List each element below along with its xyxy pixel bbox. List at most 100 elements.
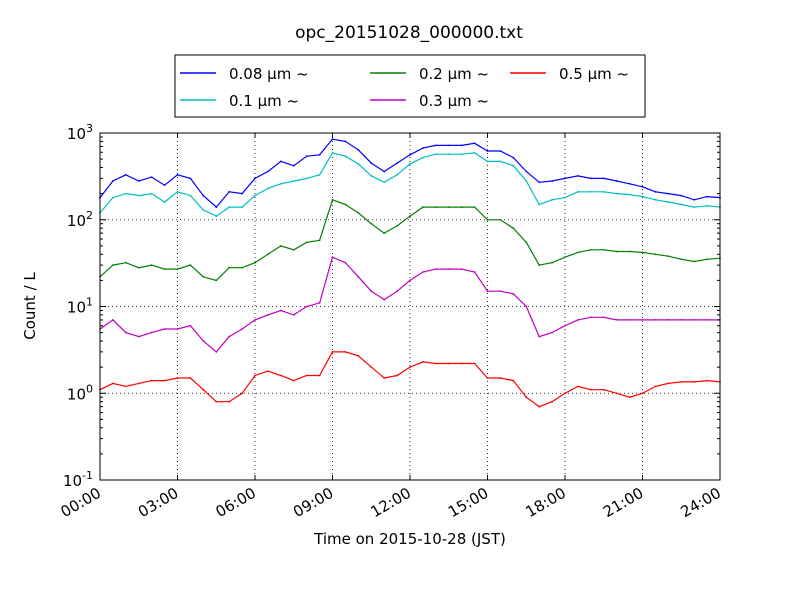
series-0-point (667, 192, 670, 195)
chart-title: opc_20151028_000000.txt (295, 23, 523, 43)
series-3-point (667, 319, 670, 321)
series-1-point (150, 192, 153, 195)
series-2-point (331, 198, 334, 201)
series-2-point (706, 258, 708, 261)
series-4-point (447, 362, 450, 365)
series-3-point (538, 335, 541, 338)
series-1-point (422, 156, 424, 159)
series-2-point (163, 268, 166, 270)
series-4-point (422, 361, 424, 363)
legend-label-0: 0.08 μm ~ (229, 65, 309, 83)
series-3-point (137, 335, 140, 338)
series-2-point (279, 245, 282, 247)
series-2-point (589, 248, 592, 251)
series-3-point (279, 309, 282, 312)
y-tick-label: 100 (67, 382, 93, 403)
series-3-point (499, 290, 502, 293)
series-2-point (344, 203, 347, 206)
series-0-point (176, 173, 179, 176)
series-2-point (693, 260, 696, 263)
series-4-point (241, 392, 244, 395)
series-3-point (641, 319, 644, 321)
legend-box (174, 54, 646, 118)
series-2-point (499, 218, 502, 221)
series-0-point (202, 194, 205, 197)
legend: 0.08 μm ~ 0.1 μm ~ 0.2 μm ~ 0.3 μm ~ 0.5 μm … (174, 54, 646, 118)
series-4-point (150, 379, 153, 382)
series-0-point (693, 198, 696, 201)
series-4-point (641, 392, 644, 395)
series-1-point (564, 196, 566, 199)
series-1-point (396, 173, 398, 176)
series-4-point (577, 385, 579, 388)
series-0-point (525, 170, 528, 173)
series-3-point (357, 275, 360, 278)
series-3-point (654, 319, 657, 321)
series-4-point (680, 381, 683, 383)
series-1-point (667, 201, 670, 203)
series-4-point (176, 377, 179, 379)
series-0-point (137, 180, 140, 182)
series-1-point (499, 160, 502, 163)
series-2-point (150, 264, 153, 266)
series-0-point (124, 173, 127, 176)
series-0-point (279, 160, 282, 163)
series-3-point (460, 268, 463, 270)
series-1-point (370, 175, 373, 177)
series-2-point (564, 256, 566, 259)
series-1-point (577, 190, 579, 193)
series-3-point (331, 256, 334, 259)
series-0-point (357, 148, 360, 151)
series-1-point (279, 182, 282, 185)
series-3-point (176, 328, 179, 330)
series-4-point (473, 362, 476, 365)
y-tick-label: 103 (67, 122, 93, 143)
series-4-point (409, 366, 411, 368)
y-tick-label: 101 (67, 296, 93, 317)
series-4-point (254, 374, 256, 377)
x-tick-label: 12:00 (368, 484, 414, 521)
series-1-point (434, 153, 437, 156)
series-1-point (383, 181, 386, 184)
series-0-point (163, 184, 166, 187)
series-3-point (241, 328, 244, 330)
series-1-point (176, 190, 179, 193)
series-0-point (486, 150, 489, 152)
x-tick-label: 06:00 (213, 484, 259, 521)
series-2-point (628, 250, 631, 253)
grid (100, 133, 720, 480)
series-2-point (577, 251, 579, 254)
series-0-point (447, 144, 450, 147)
series-0-point (512, 156, 515, 159)
series-2-point (447, 206, 450, 209)
series-3-point (383, 298, 386, 301)
series-3-point (305, 305, 308, 308)
series-3-point (615, 319, 618, 321)
x-tick-label: 18:00 (523, 484, 569, 521)
series-1-point (163, 201, 166, 203)
series-2-point (202, 275, 205, 278)
series-2-point (318, 239, 321, 242)
y-axis-label: Count / L (21, 272, 39, 340)
series-4-point (202, 388, 205, 391)
series-0-point (254, 177, 256, 180)
series-0-point (589, 177, 592, 180)
series-4-point (396, 374, 398, 377)
series-0-point (422, 147, 424, 150)
series-3-point (228, 335, 231, 338)
series-4-point (512, 379, 515, 382)
series-4-point (305, 374, 308, 377)
series-4-point (267, 370, 269, 372)
series-3-point (318, 302, 321, 304)
series-3-point (202, 340, 205, 342)
series-4-point (486, 377, 489, 379)
series-1-point (589, 190, 592, 193)
series-0-point (680, 194, 683, 197)
series-line-4 (99, 351, 721, 408)
series-2-point (602, 248, 605, 251)
series-2-point (215, 279, 218, 282)
series-4-point (292, 379, 295, 382)
series-0-point (241, 192, 244, 195)
series-3-point (370, 290, 373, 293)
series-0-point (383, 170, 386, 173)
